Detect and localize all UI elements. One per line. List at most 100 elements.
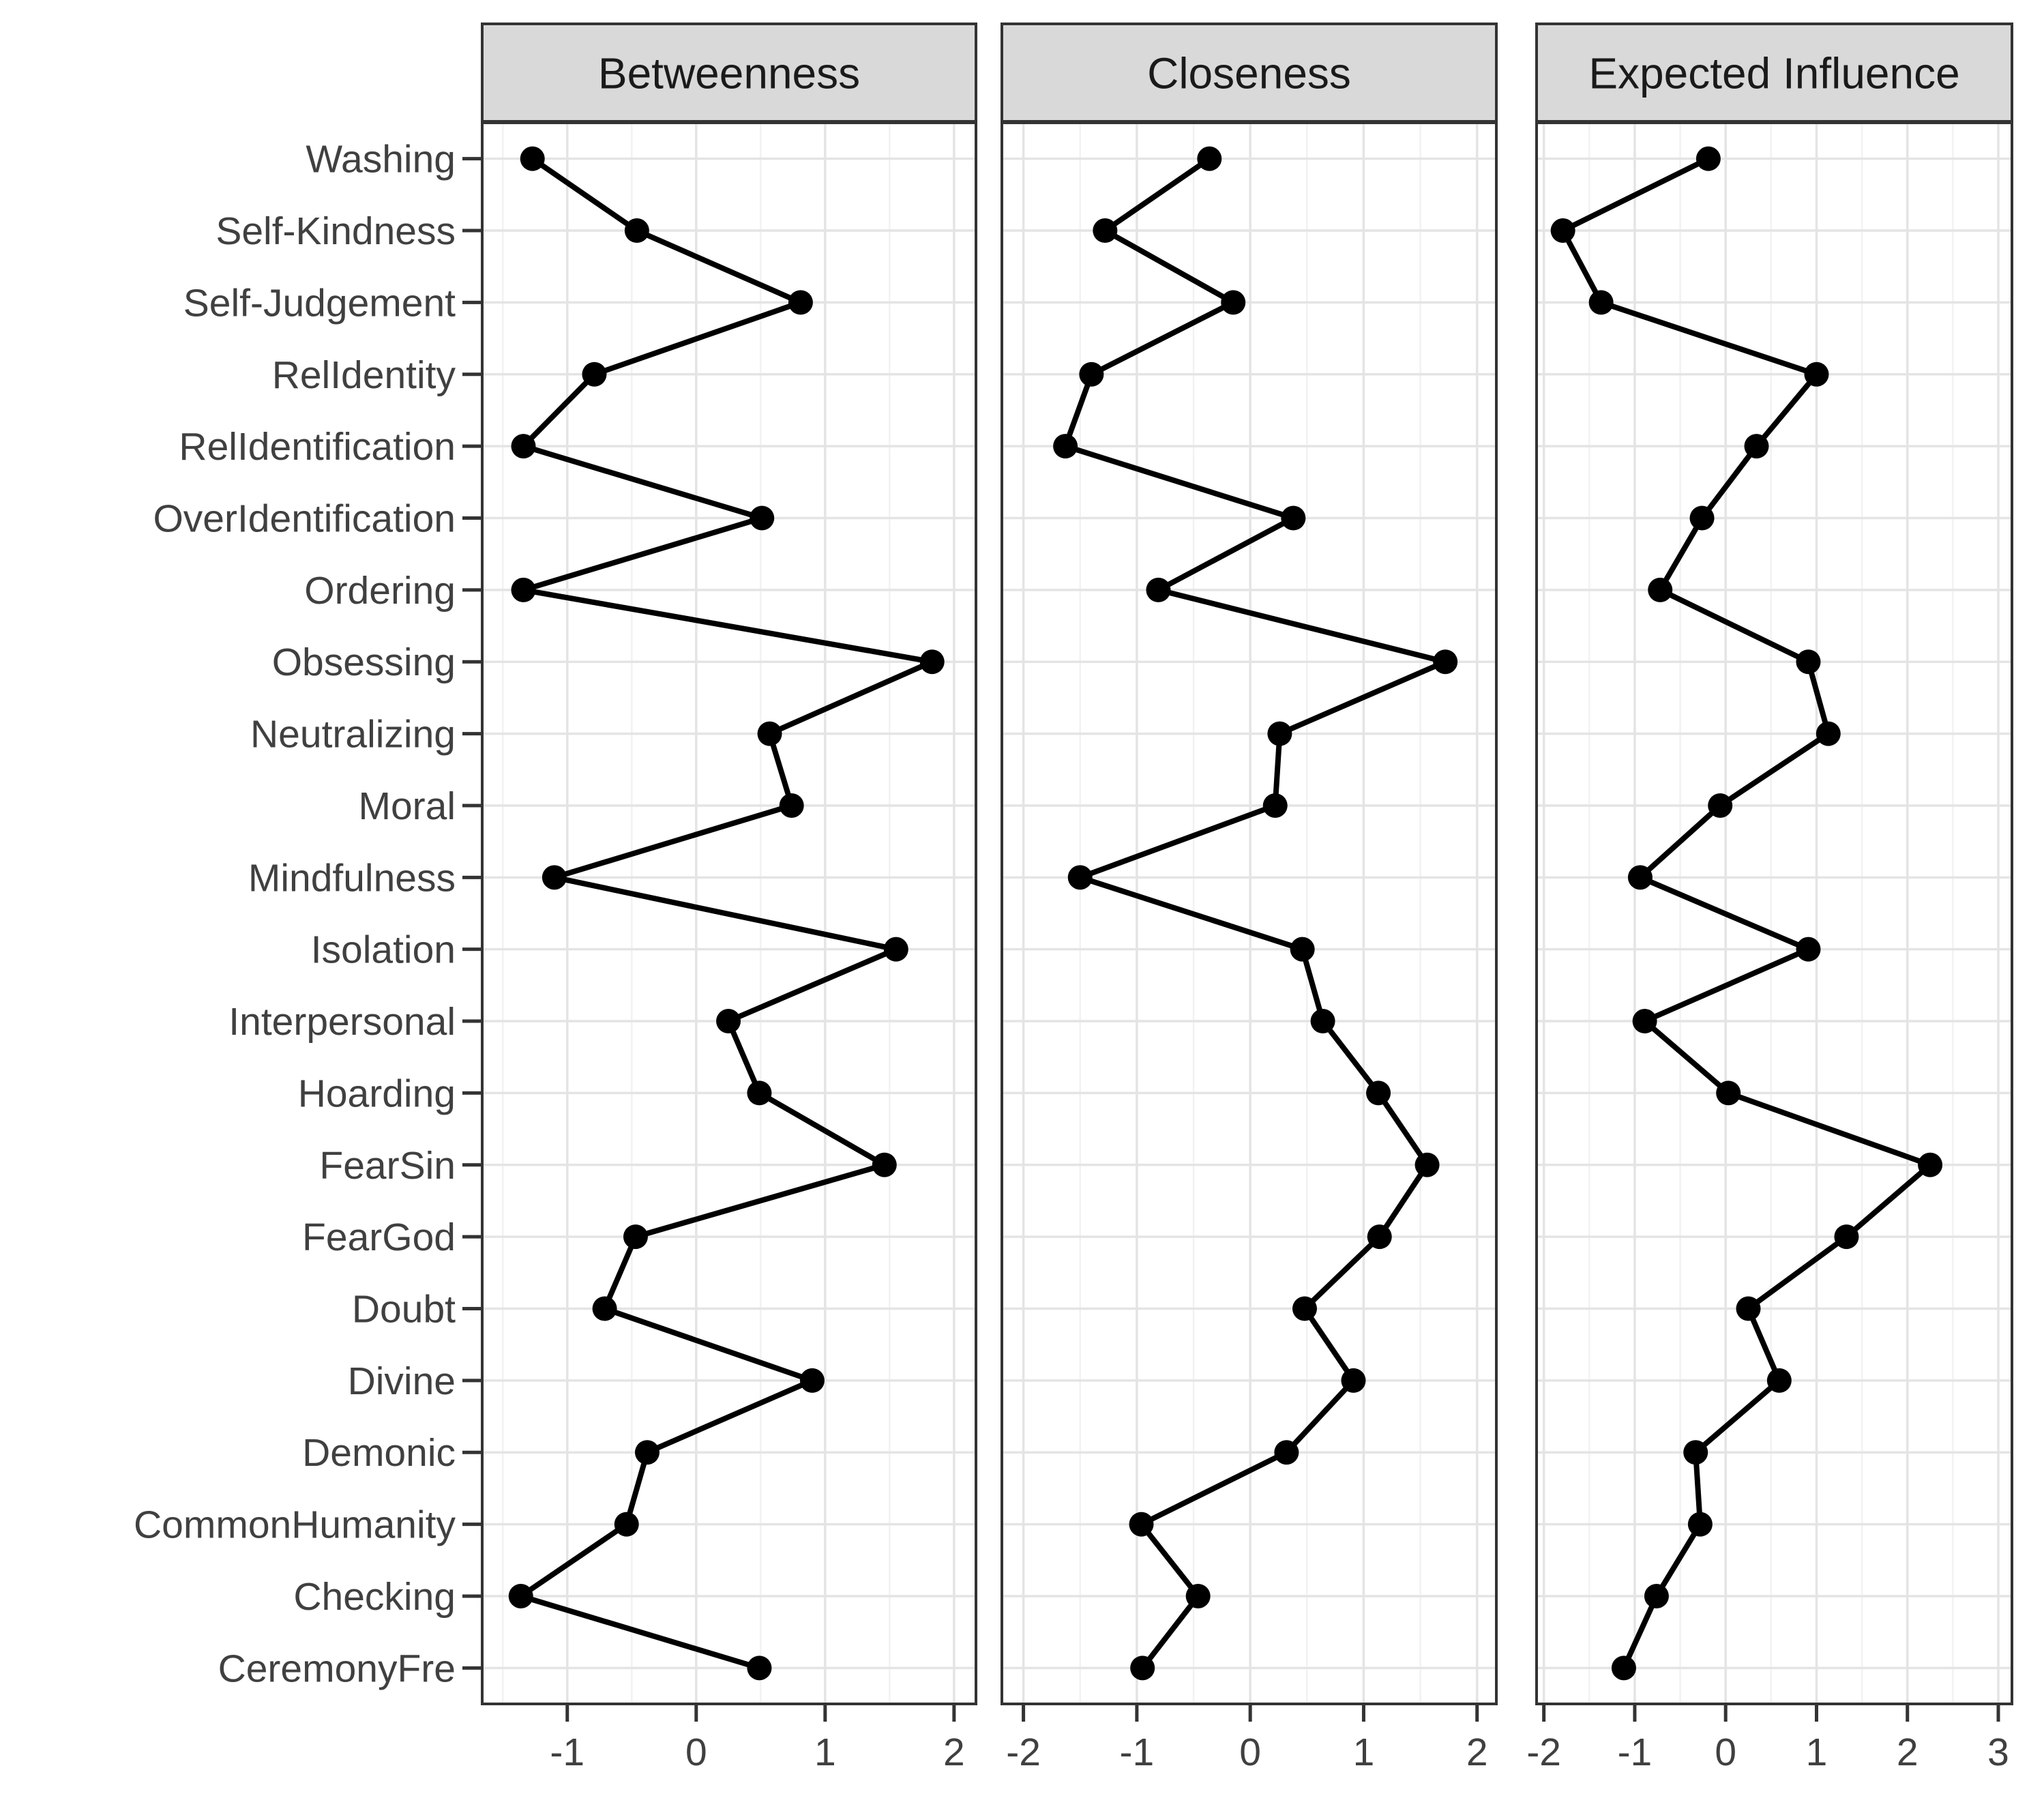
data-point [1816,721,1841,746]
x-tick-label: 3 [1987,1731,2009,1774]
data-point [1290,937,1315,962]
data-point [1736,1296,1761,1321]
y-axis-label: Washing [306,138,456,181]
data-point [716,1009,741,1034]
data-point [750,505,775,531]
data-point [1716,1080,1741,1106]
x-tick-label: 2 [943,1731,965,1774]
y-axis-label: Moral [358,784,456,828]
data-point [1632,1009,1657,1034]
data-point [779,793,804,818]
data-point [1588,290,1614,315]
data-point [1079,362,1104,387]
x-tick-label: 0 [1715,1731,1736,1774]
data-point [542,865,567,890]
facet-strip-title: Closeness [1147,49,1351,98]
data-point [1433,649,1458,675]
y-axis: Washing Self-Kindness Self-Judgement RelIde… [134,138,481,1690]
data-point [520,146,545,171]
data-point [1648,577,1673,602]
y-axis-label: RelIdentification [179,425,456,469]
data-point [1708,793,1733,818]
data-point [1274,1440,1299,1465]
x-tick-label: 1 [814,1731,836,1774]
panel-closeness: Closeness -2 -1 0 1 2 [1001,23,1498,1774]
data-point [1067,865,1093,890]
data-point [1130,1655,1155,1681]
data-point [1366,1080,1391,1106]
data-point [1689,505,1715,531]
data-point [623,1224,648,1250]
y-axis-label: Ordering [304,569,456,613]
data-point [1053,434,1078,459]
y-axis-label: OverIdentification [153,497,456,541]
data-point [1221,290,1246,315]
data-point [1185,1583,1211,1608]
data-point [1129,1512,1154,1537]
data-point [1093,218,1118,244]
data-point [582,362,607,387]
data-point [1644,1583,1669,1608]
data-point [1414,1152,1440,1177]
data-point [919,649,945,675]
y-axis-label: Divine [348,1359,456,1403]
data-point [1683,1440,1708,1465]
data-point [511,434,536,459]
facet-strip [1535,23,2013,123]
y-axis-label: Neutralizing [250,713,456,756]
y-axis-label: FearGod [302,1216,456,1259]
data-point [1367,1224,1392,1250]
series-line [1560,156,1934,1671]
data-point [747,1655,772,1681]
data-point [1611,1655,1636,1681]
facet-strip [481,23,977,123]
data-point [747,1080,772,1106]
data-point [1341,1368,1366,1393]
data-point [1292,1296,1317,1321]
data-point [872,1152,897,1177]
data-point [1834,1224,1859,1250]
y-axis-label: Checking [293,1575,456,1619]
facet-strip [1001,23,1498,123]
y-axis-label: RelIdentity [272,353,456,397]
x-tick-label: -1 [1618,1731,1653,1774]
data-point [1197,146,1222,171]
data-point [1918,1152,1943,1177]
y-axis-label: Self-Judgement [183,281,456,325]
series-line [1063,156,1449,1671]
data-point [1796,649,1821,675]
x-tick-label: -1 [1120,1731,1155,1774]
y-axis-label: CeremonyFre [218,1647,456,1690]
data-point [1310,1009,1335,1034]
data-point [788,290,813,315]
x-tick-label: 2 [1897,1731,1919,1774]
data-point [1267,721,1292,746]
y-axis-label: Hoarding [298,1072,456,1115]
facet-strip-title: Expected Influence [1588,49,1959,98]
data-point [1262,793,1288,818]
data-point [508,1583,533,1608]
y-axis-label: Doubt [352,1288,456,1331]
x-tick-label: -2 [1526,1731,1561,1774]
data-point [614,1512,639,1537]
y-axis-label: Mindfulness [248,856,456,900]
data-point [634,1440,660,1465]
data-point [1627,865,1653,890]
data-point [1687,1512,1713,1537]
x-tick-label: 0 [685,1731,707,1774]
data-point [1744,434,1769,459]
data-point [1146,577,1171,602]
x-tick-label: -2 [1006,1731,1041,1774]
data-point [883,937,908,962]
y-axis-label: FearSin [319,1144,456,1188]
data-point [1804,362,1829,387]
y-axis-label: Demonic [302,1431,456,1475]
data-point [592,1296,617,1321]
data-point [757,721,782,746]
data-point [799,1368,825,1393]
data-point [1695,146,1721,171]
data-point [624,218,649,244]
y-axis-label: Isolation [311,928,456,972]
